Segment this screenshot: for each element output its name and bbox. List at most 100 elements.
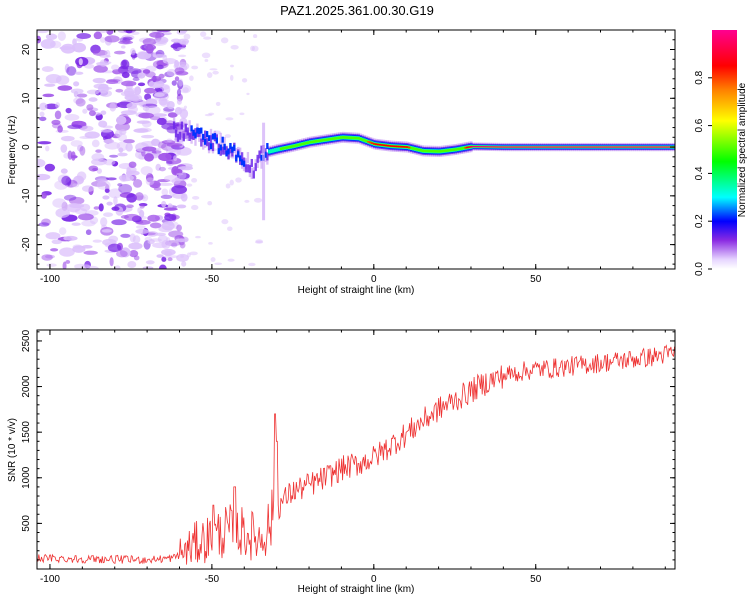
noise-blob <box>149 31 165 38</box>
noise-blob <box>119 247 131 258</box>
ridge-segment <box>509 146 512 148</box>
ridge-segment <box>419 149 423 152</box>
noise-blob <box>61 175 71 186</box>
ridge-segment <box>219 147 222 156</box>
noise-blob <box>208 242 213 245</box>
ridge-segment <box>579 146 582 148</box>
noise-blob <box>182 87 189 93</box>
noise-blob <box>120 233 131 238</box>
noise-blob <box>68 196 85 205</box>
noise-blob <box>252 34 258 39</box>
ridge-segment <box>172 121 176 130</box>
noise-blob <box>255 240 264 244</box>
ridge-segment <box>250 168 253 180</box>
ridge-segment <box>328 137 331 141</box>
ridge-segment <box>645 146 648 148</box>
ridge-segment <box>213 133 217 140</box>
ridge-segment <box>178 131 182 140</box>
noise-blob <box>121 71 130 79</box>
ridge-segment <box>301 142 304 146</box>
noise-blob <box>51 239 63 245</box>
noise-blob <box>60 135 75 142</box>
noise-blob <box>155 163 162 171</box>
noise-blob <box>118 174 134 182</box>
ridge-segment <box>441 149 444 153</box>
ridge-segment <box>518 146 522 148</box>
ridge-segment <box>654 146 658 148</box>
noise-blob <box>75 98 86 107</box>
ridge-segment <box>429 149 432 153</box>
ridge-segment <box>343 136 347 139</box>
noise-blob <box>137 127 152 133</box>
noise-blob <box>101 229 113 233</box>
spectrogram-x-tick-label: 50 <box>530 274 542 285</box>
noise-blob <box>152 54 167 58</box>
noise-blob <box>72 42 87 53</box>
ridge-segment <box>460 147 463 150</box>
noise-blob <box>93 31 103 40</box>
ridge-segment <box>384 144 388 147</box>
spectrogram-frame <box>36 29 676 270</box>
noise-blob <box>132 77 140 81</box>
ridge-segment <box>561 146 564 148</box>
ridge-segment <box>240 159 244 166</box>
noise-blob <box>109 257 114 267</box>
noise-blob <box>78 58 83 66</box>
ridge-segment <box>619 146 623 148</box>
noise-blob <box>130 48 136 56</box>
noise-blob <box>39 102 48 111</box>
snr-y-label: SNR (10 * v/v) <box>7 418 18 482</box>
ridge-segment <box>351 136 355 140</box>
noise-blob <box>142 38 157 46</box>
ridge-segment <box>452 148 456 152</box>
ridge-segment <box>594 146 597 148</box>
ridge-segment <box>205 138 209 147</box>
ridge-segment <box>244 164 248 173</box>
noise-blob <box>253 197 263 203</box>
noise-blob <box>140 166 153 176</box>
ridge-segment <box>196 127 199 134</box>
ridge-segment <box>404 146 407 148</box>
ridge-segment <box>448 148 452 152</box>
noise-blob <box>121 80 137 87</box>
spectrogram-y-tick-label: 20 <box>21 44 32 56</box>
noise-blob <box>86 89 100 95</box>
noise-blob <box>93 206 100 210</box>
noise-blob <box>227 258 235 262</box>
noise-blob <box>251 45 259 52</box>
noise-blob <box>66 66 77 76</box>
noise-blob <box>146 231 159 237</box>
noise-blob <box>164 174 180 182</box>
noise-blob <box>215 101 221 106</box>
ridge-segment <box>641 146 644 148</box>
noise-blob <box>88 97 98 102</box>
ridge-segment <box>285 146 288 149</box>
ridge-segment <box>174 129 178 138</box>
ridge-segment <box>361 138 364 141</box>
ridge-segment <box>367 140 370 143</box>
ridge-segment <box>532 146 535 148</box>
noise-blob <box>161 122 177 130</box>
noise-blob <box>104 49 111 58</box>
noise-blob <box>161 239 171 249</box>
ridge-segment <box>279 147 283 151</box>
noise-blob <box>220 37 229 44</box>
noise-blob <box>40 39 56 49</box>
ridge-streak <box>262 122 266 221</box>
noise-blob <box>161 188 169 196</box>
noise-blob <box>132 178 143 188</box>
noise-blob <box>95 149 102 153</box>
ridge-segment <box>363 139 366 142</box>
ridge-segment <box>378 143 382 146</box>
noise-blob <box>59 247 75 257</box>
ridge-segment <box>462 146 465 150</box>
ridge-segment <box>481 146 485 148</box>
ridge-segment <box>254 163 257 172</box>
spectrogram-x-tick-label: -50 <box>205 274 220 285</box>
noise-blob <box>141 120 152 128</box>
ridge-segment <box>209 143 213 150</box>
snr-x-label: Height of straight line (km) <box>298 584 415 595</box>
ridge-segment <box>468 146 471 148</box>
snr-x-axis: -100 -50 0 50 <box>40 330 666 585</box>
